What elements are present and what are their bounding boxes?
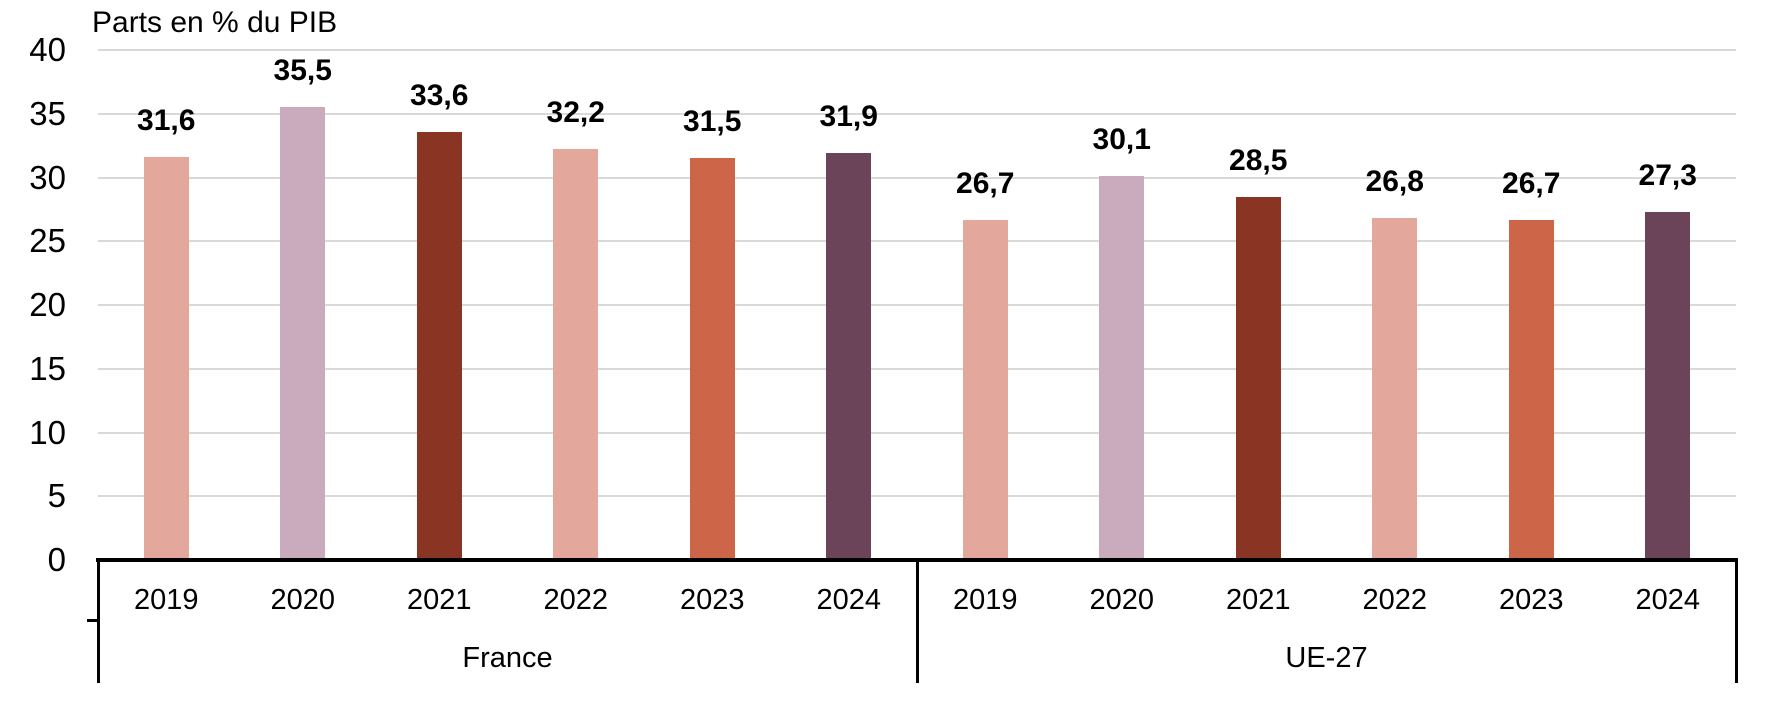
bar-value-label: 27,3 — [1638, 158, 1697, 192]
bar-value-label: 26,7 — [956, 166, 1015, 200]
bar-value-label: 26,7 — [1502, 166, 1561, 200]
group-label-ue-27: UE-27 — [1285, 642, 1368, 674]
bar-value-label: 35,5 — [273, 54, 332, 88]
y-tick-label-25: 25 — [29, 222, 66, 260]
group-divider-1 — [915, 560, 919, 683]
year-label-france-2022: 2022 — [543, 584, 608, 616]
bar-france-2020 — [280, 107, 326, 560]
year-label-ue-27-2023: 2023 — [1498, 584, 1564, 616]
gridline-40 — [98, 49, 1736, 51]
year-label-ue-27-2019: 2019 — [952, 584, 1018, 616]
group-divider-0 — [96, 560, 100, 683]
year-label-ue-27-2024: 2024 — [1635, 584, 1700, 616]
year-label-france-2024: 2024 — [816, 584, 881, 616]
bar-value-label: 31,9 — [819, 100, 878, 134]
year-label-france-2020: 2020 — [270, 584, 335, 616]
year-label-france-2019: 2019 — [133, 584, 199, 616]
chart-title: Parts en % du PIB — [92, 6, 338, 39]
y-tick-label-5: 5 — [47, 477, 66, 515]
y-tick-label-20: 20 — [29, 286, 66, 323]
bar-ue-27-2020 — [1099, 176, 1145, 560]
bar-value-label: 31,5 — [683, 105, 742, 139]
bar-ue-27-2024 — [1645, 211, 1691, 560]
bar-value-label: 30,1 — [1092, 123, 1151, 157]
y-tick-label-15: 15 — [29, 349, 66, 387]
y-tick-label-30: 30 — [29, 158, 66, 196]
bar-ue-27-2023 — [1508, 219, 1554, 560]
bar-value-label: 32,2 — [546, 96, 605, 130]
bar-value-label: 31,6 — [137, 104, 196, 138]
year-label-france-2021: 2021 — [406, 584, 472, 616]
bar-value-label: 26,8 — [1365, 165, 1424, 199]
axis-row-tick — [87, 619, 98, 622]
gridline-35 — [98, 112, 1736, 115]
bar-france-2021 — [416, 131, 462, 560]
bar-value-label: 33,6 — [410, 78, 469, 112]
y-tick-label-10: 10 — [29, 413, 66, 451]
gridline-30 — [98, 176, 1736, 179]
bar-ue-27-2021 — [1235, 196, 1281, 560]
year-label-ue-27-2022: 2022 — [1362, 584, 1427, 616]
bar-ue-27-2022 — [1372, 218, 1418, 560]
y-tick-label-0: 0 — [47, 541, 66, 578]
gridline-20 — [98, 304, 1736, 306]
bar-france-2024 — [826, 153, 872, 560]
gridline-15 — [98, 367, 1736, 370]
y-tick-label-35: 35 — [29, 94, 66, 132]
group-label-france: France — [462, 642, 553, 674]
gridline-10 — [98, 431, 1736, 434]
year-label-france-2023: 2023 — [679, 584, 745, 616]
bar-france-2023 — [689, 158, 735, 560]
bar-france-2019 — [143, 157, 189, 560]
bar-ue-27-2019 — [962, 219, 1008, 560]
year-label-ue-27-2020: 2020 — [1089, 584, 1154, 616]
gridline-5 — [98, 495, 1736, 498]
year-label-ue-27-2021: 2021 — [1225, 584, 1291, 616]
bar-france-2022 — [553, 149, 599, 560]
group-divider-2 — [1734, 560, 1738, 683]
y-tick-label-40: 40 — [29, 31, 66, 68]
bar-value-label: 28,5 — [1229, 143, 1288, 177]
gridline-25 — [98, 240, 1736, 243]
